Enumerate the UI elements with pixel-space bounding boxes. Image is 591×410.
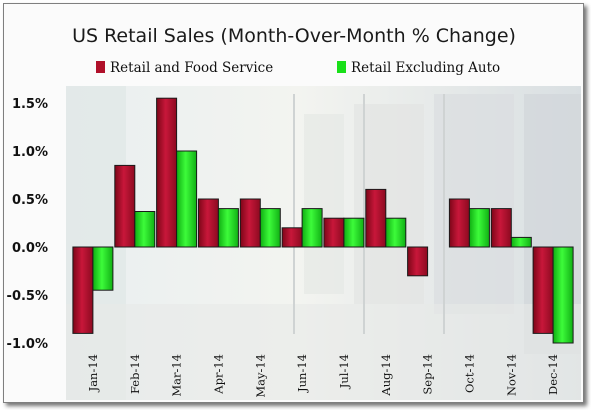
bar-retail-food (72, 246, 94, 334)
bar-retail-ex-auto (176, 150, 198, 248)
x-category-label: Sep-14 (421, 354, 435, 395)
x-category-label: Jan-14 (86, 354, 100, 392)
chart-title: US Retail Sales (Month-Over-Month % Chan… (72, 25, 516, 47)
bar-retail-food (197, 198, 219, 248)
y-tick-label: 1.5% (12, 97, 48, 112)
bar-retail-food (532, 246, 554, 334)
bar-retail-food (365, 188, 387, 248)
bar-retail-ex-auto (259, 208, 281, 248)
retail-sales-chart: US Retail Sales (Month-Over-Month % Chan… (7, 25, 581, 400)
y-tick-label: 0.5% (12, 193, 48, 208)
y-tick-label: -0.5% (7, 289, 48, 304)
x-category-label: Apr-14 (211, 354, 225, 395)
x-axis-labels: Jan-14 Feb-14 Mar-14 Apr-14 May-14 Jun-14 Jul-… (86, 354, 560, 398)
bar-retail-ex-auto (92, 246, 114, 291)
legend-label-retail-ex-auto: Retail Excluding Auto (351, 60, 500, 76)
x-category-label: Mar-14 (170, 354, 184, 397)
background-photo (66, 86, 581, 400)
x-category-label: Jun-14 (295, 354, 309, 393)
x-category-label: Jul-14 (337, 354, 351, 389)
bar-retail-ex-auto (552, 246, 574, 344)
bar-retail-food (323, 217, 345, 248)
bar-retail-food (114, 164, 136, 248)
bar-retail-ex-auto (385, 217, 407, 248)
bar-retail-ex-auto (217, 208, 239, 248)
chart-frame: US Retail Sales (Month-Over-Month % Chan… (3, 3, 584, 403)
x-category-label: Feb-14 (128, 354, 142, 394)
bar-retail-ex-auto (301, 208, 323, 248)
x-category-label: Aug-14 (379, 354, 393, 397)
legend-label-retail-food: Retail and Food Service (110, 60, 273, 76)
y-tick-label: 0.0% (12, 241, 48, 256)
x-category-label: Oct-14 (462, 354, 476, 393)
bar-retail-ex-auto (134, 211, 156, 248)
y-tick-label: 1.0% (12, 145, 48, 160)
legend-swatch-retail-ex-auto (337, 61, 346, 73)
y-axis: 1.5% 1.0% 0.5% 0.0% -0.5% -1.0% (7, 97, 48, 352)
x-category-label: Dec-14 (546, 354, 560, 395)
bar-retail-food (407, 246, 429, 277)
bar-retail-ex-auto (468, 208, 490, 248)
bars (72, 97, 574, 344)
bar-retail-food (448, 198, 470, 248)
x-category-label: May-14 (253, 354, 267, 398)
legend: Retail and Food Service Retail Excluding… (96, 60, 500, 76)
y-tick-label: -1.0% (7, 337, 48, 352)
x-category-label: Nov-14 (504, 354, 518, 396)
legend-swatch-retail-food (96, 61, 105, 73)
bar-retail-food (490, 208, 512, 248)
bar-retail-food (281, 227, 303, 248)
bar-retail-ex-auto (343, 217, 365, 248)
bar-retail-ex-auto (510, 236, 532, 248)
bar-retail-food (156, 97, 178, 248)
bar-retail-food (239, 198, 261, 248)
